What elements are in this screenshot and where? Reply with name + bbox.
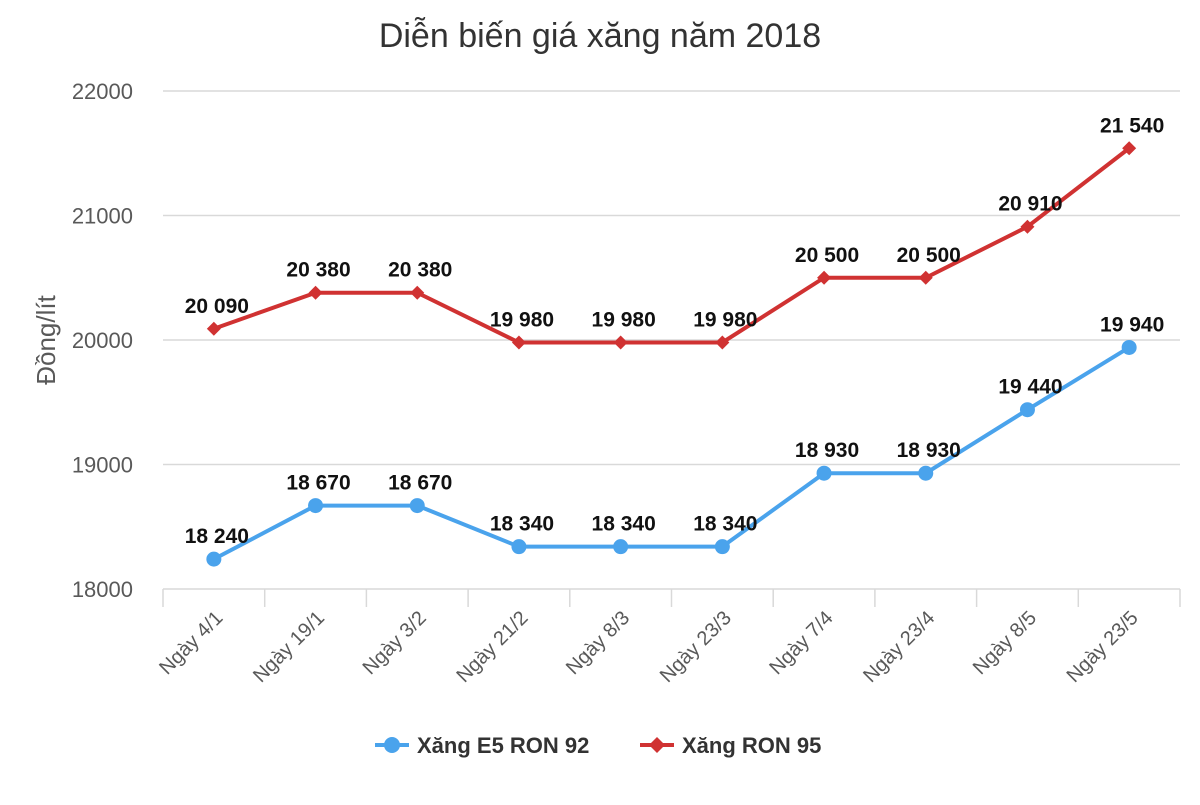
data-label: 20 500 <box>897 244 961 267</box>
data-point <box>817 270 832 285</box>
data-label: 18 670 <box>388 472 452 495</box>
y-axis-label: Đồng/lít <box>31 294 61 384</box>
data-point <box>511 539 527 555</box>
data-label: 18 930 <box>897 439 961 462</box>
y-tick-label: 20000 <box>72 328 133 353</box>
x-tick-label: Ngày 23/5 <box>1063 607 1143 687</box>
data-point <box>409 498 425 514</box>
data-label: 19 940 <box>1100 313 1164 336</box>
data-label: 20 500 <box>795 244 859 267</box>
data-label: 18 340 <box>592 513 656 536</box>
data-label: 20 910 <box>998 193 1062 216</box>
data-label: 18 930 <box>795 439 859 462</box>
y-tick-label: 19000 <box>72 453 133 478</box>
data-point <box>206 551 222 567</box>
data-point <box>1122 141 1137 156</box>
y-tick-label: 22000 <box>72 79 133 104</box>
x-tick-label: Ngày 3/2 <box>359 607 431 679</box>
data-point <box>918 465 934 481</box>
y-tick-label: 18000 <box>72 577 133 602</box>
x-tick-label: Ngày 23/4 <box>859 607 939 687</box>
data-point <box>613 539 629 555</box>
legend-marker <box>649 737 665 753</box>
series-line <box>213 146 1131 345</box>
data-label: 20 090 <box>185 295 249 318</box>
x-tick-label: Ngày 19/1 <box>249 607 329 687</box>
data-point <box>816 465 832 481</box>
data-label: 19 980 <box>592 308 656 331</box>
data-label: 21 540 <box>1100 114 1164 137</box>
data-point <box>308 498 324 514</box>
data-point <box>918 270 933 285</box>
data-point <box>206 321 221 336</box>
data-point <box>1020 219 1035 234</box>
data-label: 18 670 <box>286 472 350 495</box>
legend-label: Xăng RON 95 <box>682 733 821 758</box>
data-label: 19 440 <box>998 376 1062 399</box>
data-label: 18 340 <box>693 513 757 536</box>
data-point <box>613 335 628 350</box>
y-tick-label: 21000 <box>72 204 133 229</box>
data-label: 20 380 <box>286 259 350 282</box>
legend-label: Xăng E5 RON 92 <box>417 733 589 758</box>
x-tick-label: Ngày 23/3 <box>656 607 736 687</box>
data-point <box>1121 339 1137 355</box>
legend-marker <box>384 737 400 753</box>
data-point <box>715 335 730 350</box>
data-point <box>1019 402 1035 418</box>
x-tick-label: Ngày 8/3 <box>562 607 634 679</box>
data-label: 19 980 <box>693 308 757 331</box>
data-label: 18 340 <box>490 513 554 536</box>
data-point <box>511 335 526 350</box>
series-line <box>212 345 1131 561</box>
data-label: 19 980 <box>490 308 554 331</box>
data-label: 20 380 <box>388 259 452 282</box>
data-point <box>714 539 730 555</box>
x-tick-label: Ngày 8/5 <box>969 607 1041 679</box>
x-tick-label: Ngày 7/4 <box>765 607 837 679</box>
x-tick-label: Ngày 21/2 <box>452 607 532 687</box>
data-label: 18 240 <box>185 525 249 548</box>
x-tick-label: Ngày 4/1 <box>155 607 227 679</box>
data-point <box>308 285 323 300</box>
chart-title: Diễn biến giá xăng năm 2018 <box>379 17 821 55</box>
data-point <box>410 285 425 300</box>
